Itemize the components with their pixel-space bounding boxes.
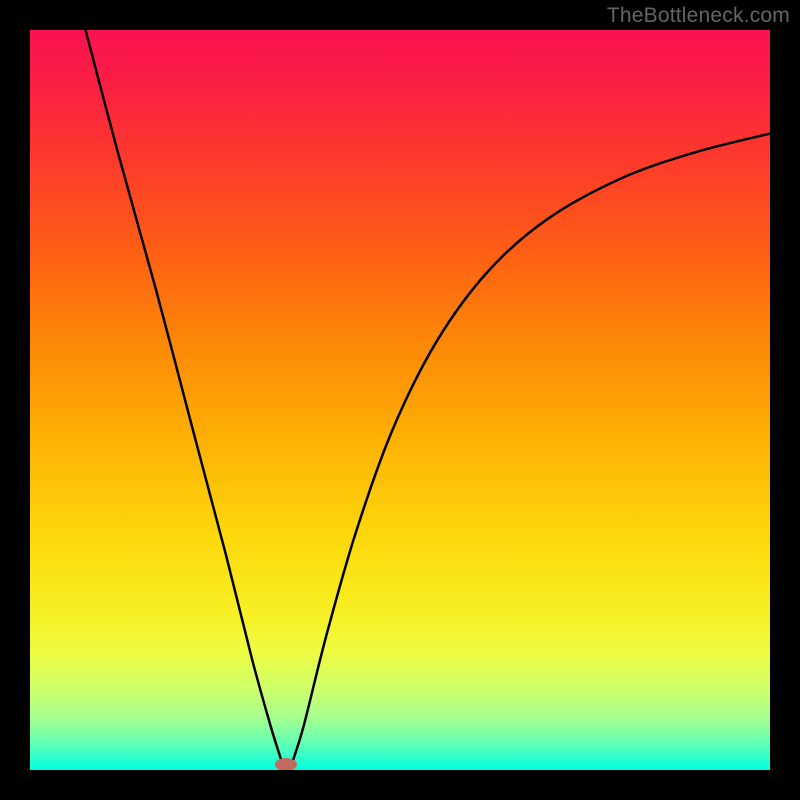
minimum-marker (275, 758, 297, 770)
chart-container: TheBottleneck.com (0, 0, 800, 800)
plot-svg (30, 30, 770, 770)
plot-background (30, 30, 770, 770)
watermark-label: TheBottleneck.com (607, 4, 790, 28)
plot-area (30, 30, 770, 770)
